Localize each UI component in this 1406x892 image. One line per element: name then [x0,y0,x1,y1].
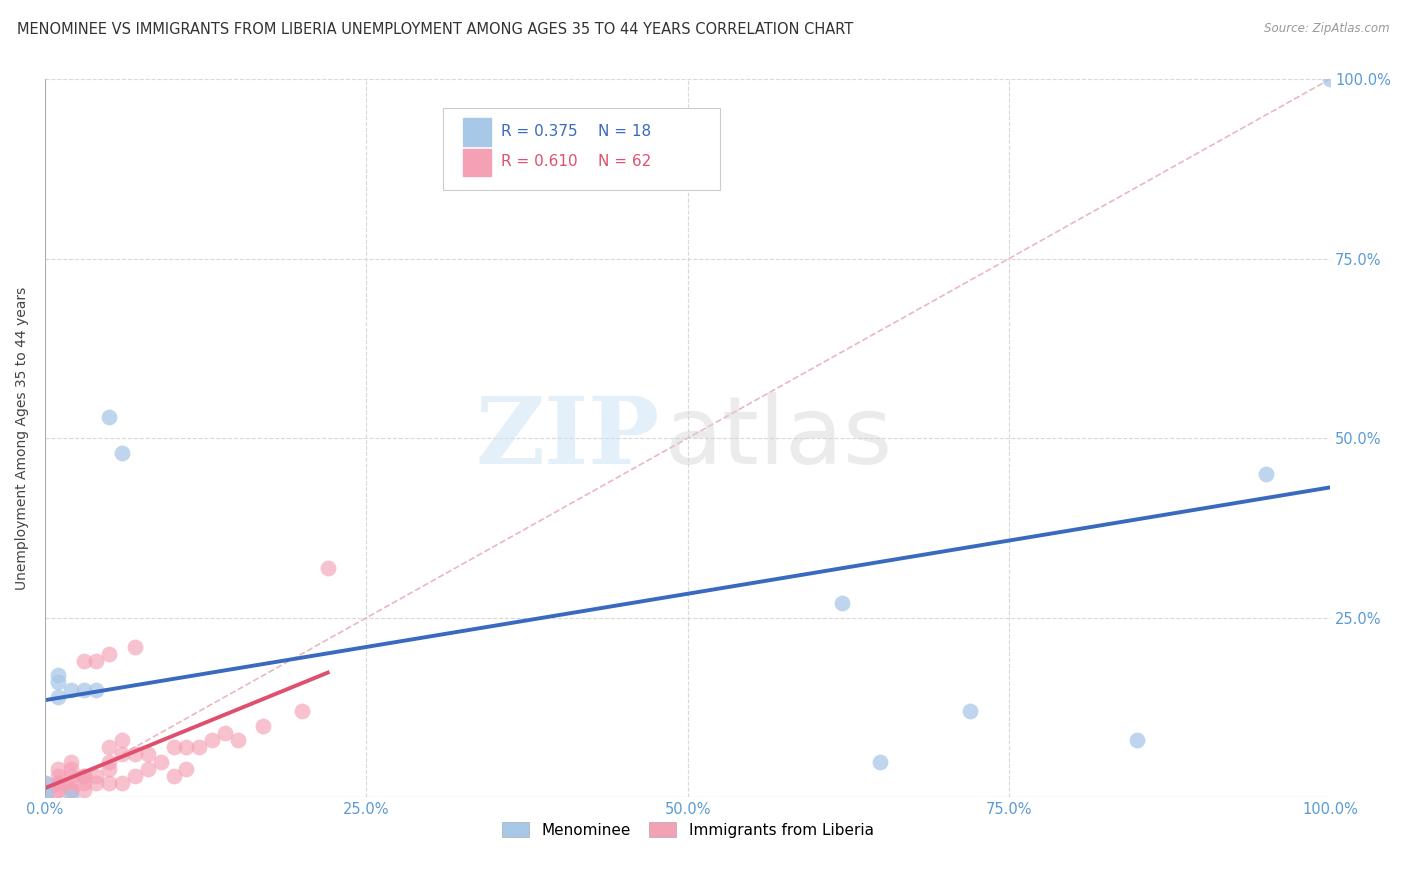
Point [59,790,82,805]
Point [59,783,82,797]
Point [136,747,159,762]
Point [136,762,159,776]
Point [86,769,108,783]
Point [111,445,134,459]
Point [124,640,146,654]
Point [176,740,198,755]
Point [59,783,82,797]
Point [252,718,274,732]
Point [1126,733,1149,747]
Point [98,762,121,776]
Point [46,668,69,682]
Point [46,776,69,790]
Text: N = 62: N = 62 [598,154,651,169]
Point [34,783,56,797]
Point [34,790,56,805]
FancyBboxPatch shape [463,149,491,176]
Point [34,790,56,805]
Point [59,762,82,776]
Point [72,769,94,783]
Point [111,733,134,747]
Point [176,762,198,776]
Point [98,740,121,755]
Point [59,682,82,697]
Point [72,769,94,783]
Point [959,704,981,718]
FancyBboxPatch shape [463,119,491,145]
Point [34,790,56,805]
Point [111,776,134,790]
Text: atlas: atlas [665,392,893,484]
Point [59,776,82,790]
Point [34,783,56,797]
Point [98,647,121,661]
Point [46,675,69,690]
Point [59,769,82,783]
Point [86,776,108,790]
Point [34,783,56,797]
Point [98,409,121,424]
Point [46,762,69,776]
Point [34,790,56,805]
Point [34,790,56,805]
Point [72,783,94,797]
Point [72,654,94,668]
Point [149,755,172,769]
Point [1319,72,1341,87]
Point [111,747,134,762]
Point [46,769,69,783]
Point [34,790,56,805]
Point [162,769,184,783]
Point [72,776,94,790]
Text: ZIP: ZIP [475,393,659,483]
Point [46,783,69,797]
Point [831,597,853,611]
Point [98,776,121,790]
Y-axis label: Unemployment Among Ages 35 to 44 years: Unemployment Among Ages 35 to 44 years [15,286,30,590]
Point [72,682,94,697]
Point [124,747,146,762]
Point [98,755,121,769]
Point [46,776,69,790]
Text: R = 0.375: R = 0.375 [502,124,578,139]
Point [34,790,56,805]
Text: Source: ZipAtlas.com: Source: ZipAtlas.com [1264,22,1389,36]
Point [34,776,56,790]
Point [162,740,184,755]
Point [34,790,56,805]
Point [34,790,56,805]
Point [214,726,236,740]
Text: R = 0.610: R = 0.610 [502,154,578,169]
Legend: Menominee, Immigrants from Liberia: Menominee, Immigrants from Liberia [495,815,880,844]
Point [316,560,339,574]
Text: MENOMINEE VS IMMIGRANTS FROM LIBERIA UNEMPLOYMENT AMONG AGES 35 TO 44 YEARS CORR: MENOMINEE VS IMMIGRANTS FROM LIBERIA UNE… [17,22,853,37]
Point [86,682,108,697]
Point [124,769,146,783]
Text: N = 18: N = 18 [598,124,651,139]
Point [34,790,56,805]
Point [86,654,108,668]
Point [291,704,314,718]
Point [34,790,56,805]
Point [34,790,56,805]
Point [46,783,69,797]
Point [34,783,56,797]
Point [201,733,224,747]
Point [34,790,56,805]
FancyBboxPatch shape [443,108,720,190]
Point [34,776,56,790]
Point [869,755,891,769]
Point [59,755,82,769]
Point [46,690,69,704]
Point [59,783,82,797]
Point [188,740,211,755]
Point [1254,467,1277,482]
Point [226,733,249,747]
